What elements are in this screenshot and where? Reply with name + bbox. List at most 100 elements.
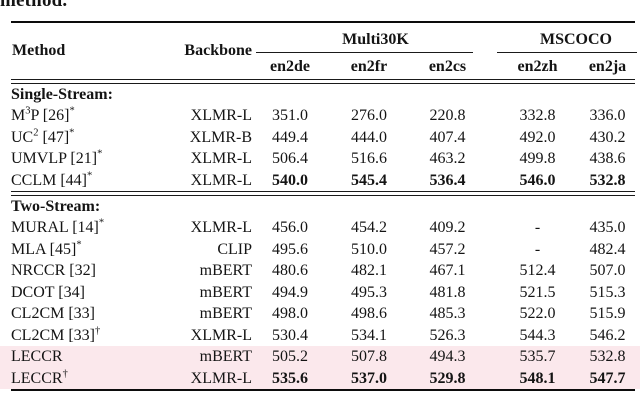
table-row: MURAL [14]* XLMR-L 456.0 454.2 409.2 - 435.0 <box>0 217 640 239</box>
method-name-part: M <box>11 107 26 124</box>
score-cell: 515.9 <box>589 305 626 322</box>
score-cell: 494.9 <box>272 283 308 301</box>
score-cell: 548.1 <box>519 369 556 387</box>
col-header-en2ja: en2ja <box>588 58 627 75</box>
score-cell: 532.8 <box>589 348 626 365</box>
backbone-cell: CLIP <box>217 240 252 258</box>
method-name-part: † <box>95 325 101 337</box>
method-name-part: * <box>97 148 103 160</box>
score-cell: 435.0 <box>589 219 626 236</box>
column-gap <box>485 368 500 390</box>
score-cell: 481.8 <box>429 283 466 301</box>
score-cell: 498.0 <box>272 305 308 322</box>
table-top-rule <box>11 21 635 23</box>
col-group-multi30k: Multi30K <box>256 23 473 53</box>
score-cell: 457.2 <box>429 240 466 258</box>
table-row: CCLM [44]* XLMR-L 540.0 545.4 536.4 546.0 532.… <box>0 170 640 192</box>
method-cell: CL2CM [33] <box>0 303 165 325</box>
table-row: M3P [26]* XLMR-L 351.0 276.0 220.8 332.8 336.0 <box>0 105 640 127</box>
backbone-cell: XLMR-L <box>190 150 252 167</box>
table-body: Single-Stream: M3P [26]* XLMR-L 351.0 276.0 2… <box>0 84 640 390</box>
score-cell: 506.4 <box>272 150 308 167</box>
method-cell: DCOT [34] <box>0 282 165 304</box>
method-name-part: * <box>69 105 75 117</box>
score-cell: 444.0 <box>351 128 387 146</box>
backbone-cell: XLMR-L <box>190 219 252 236</box>
score-cell: 535.6 <box>272 369 308 387</box>
score-cell: 495.6 <box>272 240 308 258</box>
method-name-part: CCLM [44] <box>11 171 87 189</box>
score-cell: 507.8 <box>351 348 387 365</box>
score-cell: 494.3 <box>429 348 466 365</box>
column-gap <box>485 148 500 170</box>
method-cell: CCLM [44]* <box>0 170 165 192</box>
results-table: Method Backbone Multi30K MSCOCO en2de en… <box>0 21 640 391</box>
backbone-cell: XLMR-L <box>190 171 252 189</box>
score-cell: 536.4 <box>429 171 466 189</box>
score-cell: 438.6 <box>589 150 626 167</box>
table-row: CL2CM [33]† XLMR-L 530.4 534.1 526.3 544.3 546… <box>0 325 640 347</box>
method-cell: MURAL [14]* <box>0 217 165 239</box>
col-header-en2fr: en2fr <box>350 58 388 75</box>
score-cell: 498.6 <box>351 305 387 322</box>
section-header-row: Single-Stream: <box>0 84 640 106</box>
score-cell: 449.4 <box>272 128 308 146</box>
method-name-part: NRCCR [32] <box>11 262 96 279</box>
column-gap <box>485 170 500 192</box>
score-cell: 532.8 <box>589 171 626 189</box>
score-cell: 467.1 <box>429 262 466 279</box>
method-name-part: † <box>62 368 68 380</box>
column-gap <box>485 303 500 325</box>
table-bottom-rule <box>11 389 635 391</box>
score-cell: 495.3 <box>351 283 387 301</box>
score-cell: 516.6 <box>351 150 387 167</box>
method-name-part: UMVLP [21] <box>11 150 98 167</box>
score-cell: 522.0 <box>519 305 556 322</box>
score-cell: 351.0 <box>272 107 308 124</box>
method-cell: MLA [45]* <box>0 239 165 261</box>
col-group-mscoco: MSCOCO <box>497 23 637 53</box>
table-row: DCOT [34] mBERT 494.9 495.3 481.8 521.5 515.3 <box>0 282 640 304</box>
score-cell: 456.0 <box>272 219 308 236</box>
method-name-part: MURAL [14] <box>11 219 99 236</box>
score-cell: 485.3 <box>429 305 466 322</box>
method-cell: LECCR <box>0 346 165 368</box>
table-row: LECCR† XLMR-L 535.6 537.0 529.8 548.1 547.7 <box>0 367 640 390</box>
score-cell: 510.0 <box>351 240 387 258</box>
score-cell: 546.0 <box>519 171 556 189</box>
score-cell: 454.2 <box>351 219 387 236</box>
method-cell: NRCCR [32] <box>0 260 165 282</box>
backbone-cell: mBERT <box>199 348 252 365</box>
col-header-method: Method <box>12 42 66 59</box>
intro-text-fragment: method. <box>0 0 68 11</box>
score-cell: 276.0 <box>351 107 387 124</box>
score-cell: 336.0 <box>589 107 626 124</box>
method-name-part: * <box>69 127 75 139</box>
table-row: CL2CM [33] mBERT 498.0 498.6 485.3 522.0 515.9 <box>0 303 640 325</box>
method-name-part: LECCR <box>11 369 63 387</box>
method-cell: UC2 [47]* <box>0 127 165 149</box>
method-name-part: MLA [45] <box>11 240 77 258</box>
column-gap <box>485 127 500 149</box>
column-gap <box>485 346 500 368</box>
backbone-cell: mBERT <box>199 305 252 322</box>
table-row: UMVLP [21]* XLMR-L 506.4 516.6 463.2 499.8 438… <box>0 148 640 170</box>
score-cell: 540.0 <box>272 171 308 189</box>
score-cell: 547.7 <box>589 369 626 387</box>
column-gap <box>485 325 500 347</box>
method-cell: UMVLP [21]* <box>0 148 165 170</box>
column-gap <box>485 105 500 127</box>
score-cell: 545.4 <box>351 171 387 189</box>
score-cell: 430.2 <box>589 128 626 146</box>
score-cell: 512.4 <box>519 262 556 279</box>
table-row: MLA [45]* CLIP 495.6 510.0 457.2 - 482.4 <box>0 239 640 261</box>
score-cell: 220.8 <box>429 107 466 124</box>
score-cell: 529.8 <box>429 369 466 387</box>
method-name-part: 3 <box>25 105 31 117</box>
score-cell: - <box>534 240 541 258</box>
score-cell: 535.7 <box>519 348 556 365</box>
column-gap <box>485 260 500 282</box>
column-gap <box>485 239 500 261</box>
score-cell: 505.2 <box>272 348 308 365</box>
